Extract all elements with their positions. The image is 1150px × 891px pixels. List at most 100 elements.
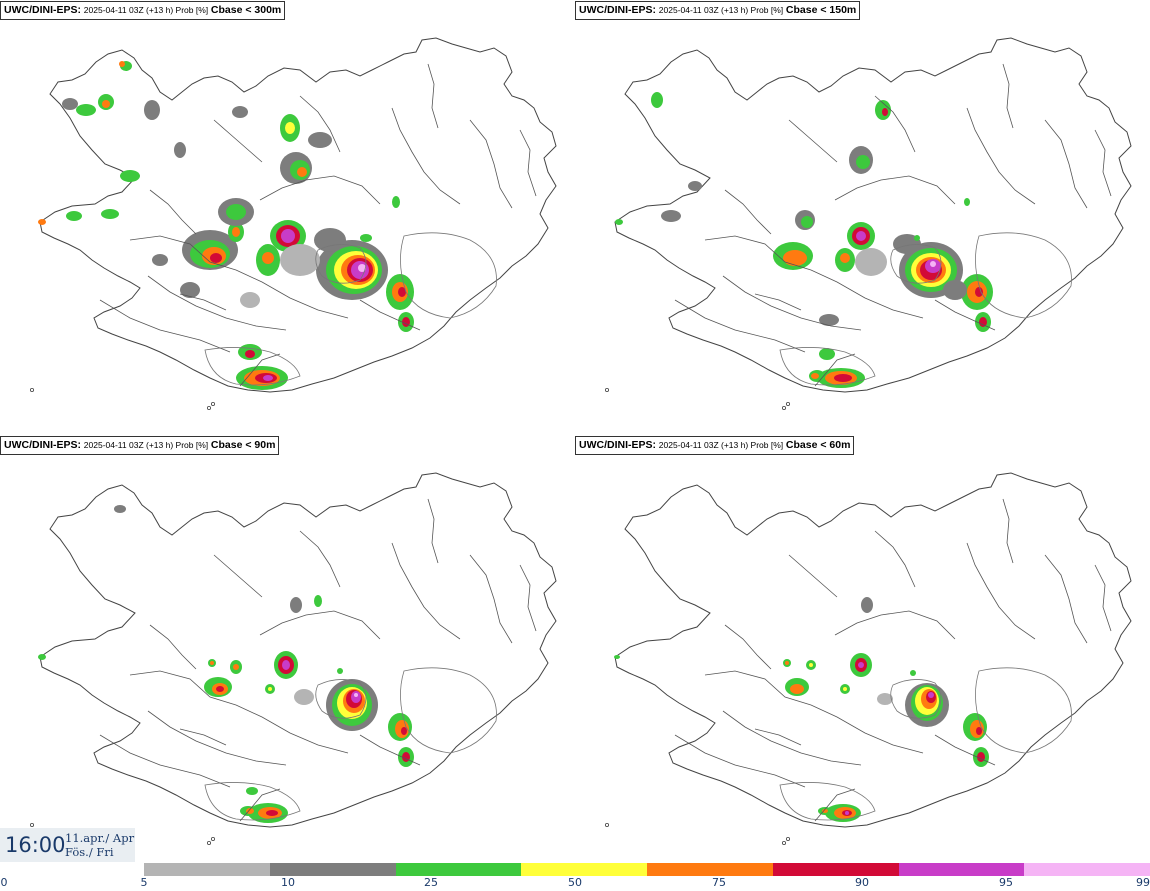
road-line xyxy=(519,564,537,632)
probability-contour xyxy=(240,292,260,308)
probability-contour xyxy=(785,661,789,665)
road-line xyxy=(239,353,281,387)
probability-contour xyxy=(226,204,246,220)
run-info: 2025-04-11 03Z (+13 h) Prob [%] xyxy=(83,5,209,15)
probability-contour xyxy=(266,810,278,816)
probability-contour xyxy=(979,317,987,327)
probability-contour xyxy=(119,61,125,67)
probability-contour xyxy=(614,655,620,659)
probability-contour xyxy=(819,314,839,326)
probability-contour xyxy=(38,219,46,225)
road-line xyxy=(391,107,461,205)
probability-contour xyxy=(337,668,343,674)
probability-contour xyxy=(114,505,126,513)
colorbar-tick-label: 99 xyxy=(1136,876,1150,889)
probability-contour xyxy=(360,234,372,242)
road-line xyxy=(1094,129,1112,197)
valid-weekday: Fös./ Fri xyxy=(65,845,114,859)
probability-contour xyxy=(290,597,302,613)
road-line xyxy=(99,734,231,788)
probability-contour xyxy=(856,155,870,169)
road-line xyxy=(469,554,513,644)
iceland-map xyxy=(604,37,1132,410)
road-line xyxy=(722,275,862,331)
road-line xyxy=(754,293,802,311)
road-line xyxy=(149,624,197,670)
colorbar-tick-label: 90 xyxy=(855,876,869,889)
road-line xyxy=(427,63,439,129)
probability-contour xyxy=(210,661,214,665)
probability-contour xyxy=(285,122,295,134)
probability-contour xyxy=(840,253,850,263)
probability-contour xyxy=(930,261,936,267)
road-line xyxy=(213,119,263,163)
island xyxy=(785,836,790,841)
model-name: UWC/DINI-EPS xyxy=(579,4,653,16)
colorbar-tick-label: 5 xyxy=(140,876,148,889)
map-panel-90m: UWC/DINI-EPS: 2025-04-11 03Z (+13 h) Pro… xyxy=(0,435,575,870)
glacier-outline xyxy=(975,667,1072,754)
probability-contour xyxy=(358,264,366,272)
probability-contour xyxy=(280,244,320,276)
probability-contour xyxy=(811,373,819,379)
road-line xyxy=(299,95,341,153)
road-line xyxy=(1044,554,1088,644)
valid-date: 11.apr./ Apr xyxy=(65,831,135,845)
road-line xyxy=(788,119,838,163)
probability-contour xyxy=(882,108,888,116)
iceland-map xyxy=(29,37,557,410)
coastline xyxy=(614,472,1132,828)
parameter-label: Cbase < 300m xyxy=(210,4,282,16)
probability-contour xyxy=(174,142,186,158)
island xyxy=(206,840,211,845)
glacier-outline xyxy=(315,244,367,284)
colorbar-segment xyxy=(144,863,270,876)
probability-contour xyxy=(398,287,406,297)
glacier-outline xyxy=(400,232,497,319)
probability-contour xyxy=(790,684,804,694)
parameter-label: Cbase < 90m xyxy=(210,439,276,451)
probability-contour xyxy=(402,317,410,327)
probability-contour xyxy=(914,235,920,241)
probability-contour xyxy=(845,811,849,815)
probability-contour xyxy=(819,348,835,360)
road-line xyxy=(299,530,341,588)
probability-contour xyxy=(822,809,828,813)
glacier-outline xyxy=(204,347,301,386)
run-info: 2025-04-11 03Z (+13 h) Prob [%] xyxy=(83,440,209,450)
probability-contour xyxy=(392,196,400,208)
glacier-outline xyxy=(779,347,876,386)
probability-contour xyxy=(858,662,864,668)
road-line xyxy=(147,710,287,766)
road-line xyxy=(427,498,439,564)
glacier-outline xyxy=(890,244,942,284)
road-line xyxy=(259,610,381,640)
road-line xyxy=(788,554,838,598)
probability-contour xyxy=(281,229,295,243)
road-line xyxy=(966,107,1036,205)
island xyxy=(210,836,215,841)
probability-contour xyxy=(910,670,916,676)
colorbar-segment xyxy=(772,863,899,876)
probability-contour xyxy=(975,287,983,297)
probability-contour xyxy=(144,100,160,120)
probability-contour xyxy=(354,693,358,697)
probability-contour xyxy=(977,752,985,762)
probability-contour xyxy=(834,374,852,382)
probability-contour xyxy=(245,350,255,358)
road-line xyxy=(129,235,349,319)
colorbar-segment xyxy=(898,863,1025,876)
road-line xyxy=(704,235,924,319)
probability-contour xyxy=(62,98,78,110)
panel-title: UWC/DINI-EPS: 2025-04-11 03Z (+13 h) Pro… xyxy=(0,1,286,20)
coastline xyxy=(614,37,1132,393)
island xyxy=(785,401,790,406)
probability-contour xyxy=(120,170,140,182)
probability-contour xyxy=(152,254,168,266)
probability-contour xyxy=(893,234,921,254)
panel-title: UWC/DINI-EPS: 2025-04-11 03Z (+13 h) Pro… xyxy=(575,1,861,20)
probability-contour xyxy=(688,181,702,191)
probability-contour xyxy=(855,248,887,276)
probability-contour xyxy=(651,92,663,108)
road-line xyxy=(519,129,537,197)
